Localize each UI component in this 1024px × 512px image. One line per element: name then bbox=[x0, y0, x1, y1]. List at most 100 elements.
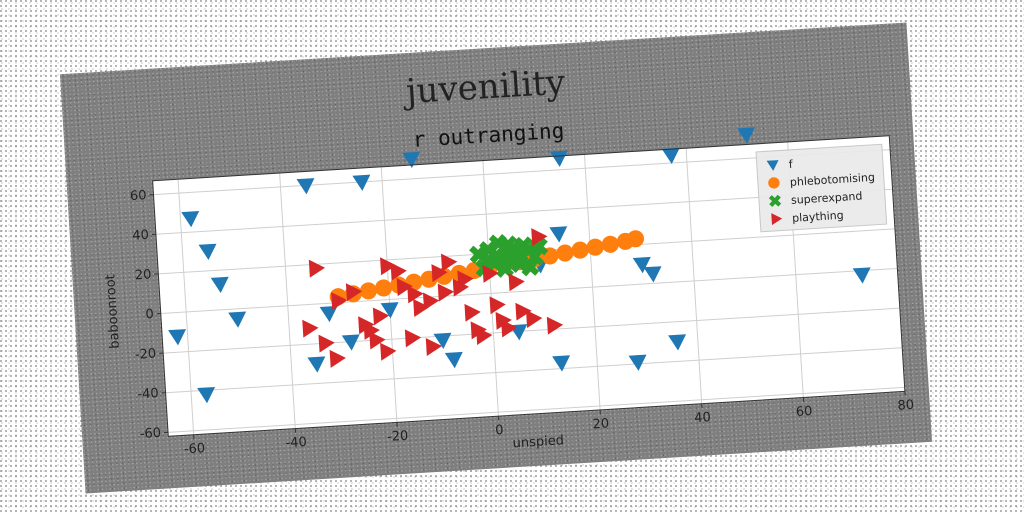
data-point bbox=[369, 331, 386, 350]
series-2 bbox=[469, 233, 549, 278]
data-point bbox=[396, 278, 413, 297]
data-point bbox=[626, 230, 645, 248]
y-tick-label: 0 bbox=[145, 307, 154, 322]
data-point bbox=[632, 256, 651, 274]
data-point bbox=[318, 334, 335, 353]
x-grid-line bbox=[685, 148, 703, 404]
data-point bbox=[510, 254, 529, 273]
y-tick-label: -60 bbox=[139, 426, 161, 442]
data-point bbox=[380, 302, 399, 319]
data-point bbox=[531, 228, 548, 247]
data-point bbox=[437, 283, 454, 302]
data-point bbox=[307, 356, 326, 373]
data-point bbox=[440, 253, 458, 272]
data-point bbox=[552, 355, 571, 372]
data-point bbox=[390, 262, 407, 281]
data-point bbox=[210, 276, 229, 294]
data-point bbox=[359, 282, 377, 300]
data-point bbox=[308, 259, 326, 278]
x-tick-label: -60 bbox=[184, 441, 206, 457]
scatter-chart: juvenility r outranging -60 -40 -20 0 20 40 60… bbox=[103, 62, 915, 457]
data-point bbox=[661, 147, 680, 165]
chart-title: r outranging bbox=[412, 119, 565, 152]
x-grid-line bbox=[177, 179, 195, 435]
data-point bbox=[525, 247, 544, 267]
x-tick-label: 60 bbox=[795, 404, 812, 420]
data-point bbox=[380, 342, 397, 361]
y-grid-line bbox=[160, 267, 898, 315]
data-point bbox=[168, 329, 187, 346]
legend-marker bbox=[766, 160, 779, 171]
data-point bbox=[352, 174, 371, 191]
data-point bbox=[329, 349, 346, 368]
y-tick-label: 60 bbox=[130, 188, 147, 204]
data-point bbox=[508, 273, 525, 292]
figure-card: juvenility r outranging -60 -40 -20 0 20 40 60… bbox=[59, 22, 933, 494]
data-point bbox=[479, 250, 499, 269]
x-grid-line bbox=[583, 154, 601, 410]
y-tick-label: 20 bbox=[134, 267, 151, 283]
data-point bbox=[372, 307, 390, 326]
legend-label: superexpand bbox=[791, 190, 863, 207]
data-point bbox=[571, 241, 589, 259]
plot-frame bbox=[152, 135, 906, 437]
data-point bbox=[476, 326, 493, 345]
x-axis-label: unspied bbox=[512, 433, 564, 451]
data-point bbox=[331, 292, 348, 311]
data-point bbox=[407, 285, 424, 304]
data-point bbox=[546, 316, 564, 335]
data-point bbox=[401, 151, 420, 169]
x-tick-label: 80 bbox=[897, 398, 914, 414]
chart-suptitle: juvenility bbox=[401, 62, 567, 112]
x-grid-line bbox=[279, 173, 296, 429]
x-tick-label: -40 bbox=[285, 435, 307, 451]
data-point bbox=[482, 264, 499, 283]
data-point bbox=[464, 303, 481, 322]
data-point bbox=[549, 226, 568, 243]
data-point bbox=[488, 233, 508, 253]
data-point bbox=[643, 266, 662, 283]
data-point bbox=[852, 267, 871, 284]
data-point bbox=[457, 270, 474, 289]
data-point bbox=[413, 299, 430, 317]
y-tick-label: 40 bbox=[132, 228, 149, 244]
data-point bbox=[363, 321, 380, 340]
x-tick-label: 40 bbox=[694, 410, 711, 426]
axis-ticks: -60 -40 -20 0 20 40 60 80 -60 -40 -20 0 20 40 60 bbox=[130, 188, 915, 457]
legend-marker bbox=[768, 177, 780, 189]
x-tick-label: 20 bbox=[592, 416, 609, 432]
data-point bbox=[601, 235, 619, 253]
data-point bbox=[494, 247, 514, 266]
x-grid-line bbox=[380, 166, 398, 423]
data-point bbox=[433, 332, 452, 350]
data-point bbox=[737, 127, 755, 144]
data-point bbox=[198, 243, 217, 260]
data-point bbox=[444, 351, 463, 369]
data-point bbox=[181, 210, 200, 228]
data-point bbox=[425, 338, 443, 356]
data-point bbox=[341, 334, 360, 351]
data-point bbox=[431, 264, 448, 283]
data-point bbox=[404, 329, 422, 348]
data-point bbox=[628, 354, 647, 371]
x-tick-label: 0 bbox=[495, 423, 504, 438]
data-point bbox=[515, 302, 532, 321]
data-point bbox=[452, 278, 469, 297]
data-point bbox=[520, 257, 540, 277]
data-point bbox=[228, 311, 247, 328]
data-point bbox=[501, 319, 518, 338]
y-grid-line bbox=[168, 386, 905, 433]
legend-label: phlebotomising bbox=[790, 171, 876, 189]
series-3 bbox=[302, 228, 564, 368]
data-point bbox=[549, 150, 568, 167]
data-points bbox=[168, 127, 871, 404]
data-point bbox=[296, 178, 315, 195]
data-point bbox=[526, 310, 543, 328]
data-point bbox=[375, 279, 393, 297]
y-tick-label: -20 bbox=[135, 347, 157, 363]
legend-marker bbox=[771, 213, 783, 226]
data-point bbox=[319, 305, 338, 323]
data-point bbox=[556, 244, 574, 262]
data-point bbox=[197, 386, 216, 404]
